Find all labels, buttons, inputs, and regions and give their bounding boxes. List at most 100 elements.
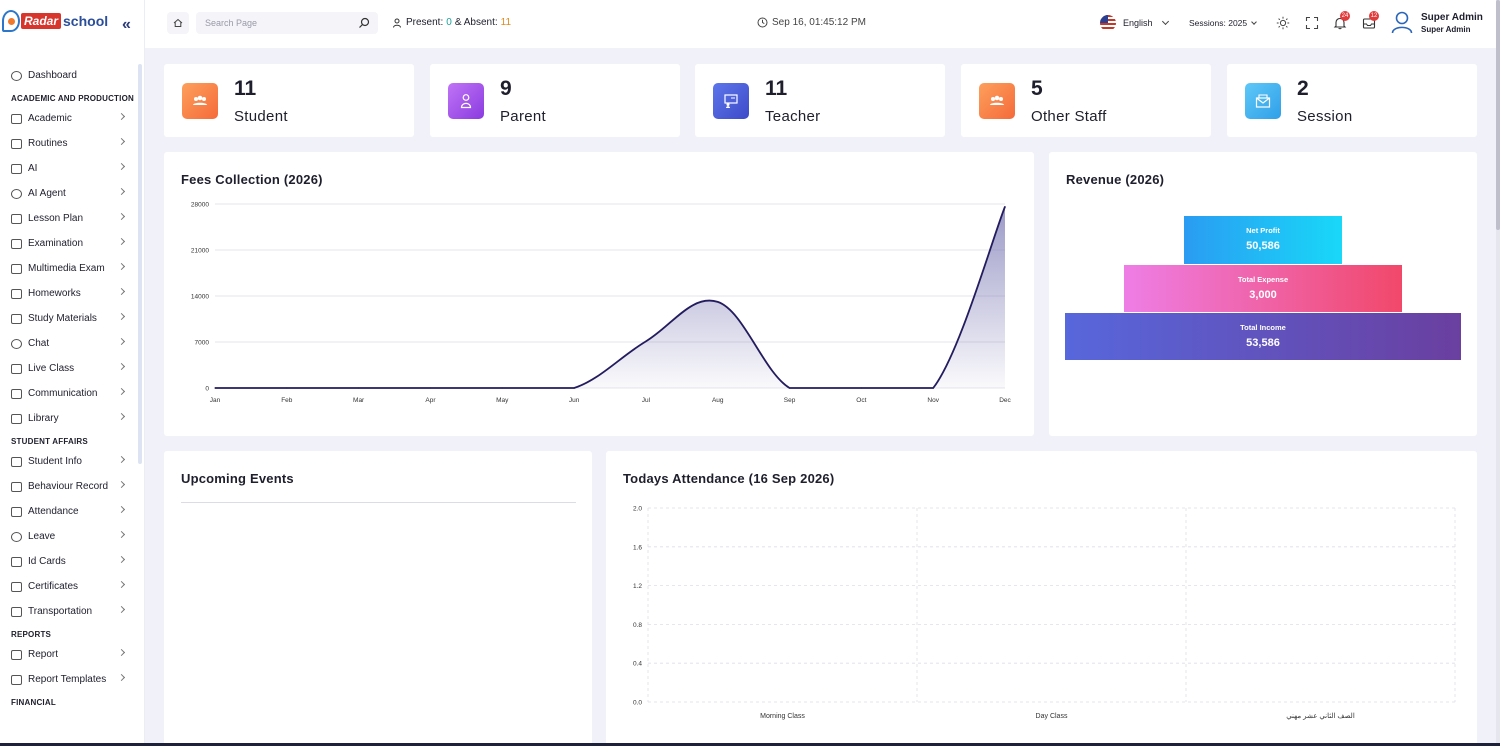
x-tick-label: Jun	[569, 397, 580, 404]
fullscreen-icon[interactable]	[1305, 16, 1319, 30]
fees-area-fill	[215, 206, 1005, 388]
x-tick-label: Morning Class	[760, 713, 805, 720]
sidebar-item-lesson-plan[interactable]: Lesson Plan	[0, 206, 138, 231]
home-button[interactable]	[167, 12, 189, 34]
logo-mark-icon	[2, 10, 20, 32]
session-selector[interactable]: Sessions: 2025	[1189, 18, 1257, 28]
sidebar-section-heading: STUDENT AFFAIRS	[11, 437, 88, 446]
fees-data-point[interactable]	[860, 387, 862, 389]
fees-data-point[interactable]	[788, 387, 791, 389]
sidebar-item-label: Lesson Plan	[28, 213, 84, 224]
sidebar-item-certificates[interactable]: Certificates	[0, 574, 138, 599]
sidebar-item-chat[interactable]: Chat	[0, 331, 138, 356]
stat-card-parent[interactable]: 9 Parent	[430, 64, 680, 137]
fees-data-point[interactable]	[286, 387, 288, 389]
user-avatar-icon[interactable]	[1391, 10, 1413, 34]
fees-data-point[interactable]	[358, 387, 360, 389]
sidebar-item-leave[interactable]: Leave	[0, 524, 138, 549]
page-scrollbar[interactable]	[1496, 0, 1500, 746]
chevron-down-icon	[1251, 18, 1257, 25]
total-expense-block[interactable]: Total Expense 3,000	[1124, 265, 1402, 312]
sidebar-item-label: Study Materials	[28, 313, 97, 324]
fees-data-point[interactable]	[932, 387, 934, 389]
sidebar-item-student-info[interactable]: Student Info	[0, 449, 138, 474]
sidebar-item-label: Chat	[28, 338, 50, 349]
y-tick-label: 7000	[195, 340, 210, 347]
sidebar-item-dashboard[interactable]: Dashboard	[0, 63, 138, 88]
stat-label: Teacher	[765, 108, 821, 125]
stat-card-session[interactable]: 2 Session	[1227, 64, 1477, 137]
revenue-title: Revenue (2026)	[1066, 172, 1165, 187]
x-tick-label: Sep	[784, 397, 796, 404]
sidebar-item-study-materials[interactable]: Study Materials	[0, 306, 138, 331]
y-tick-label: 1.2	[633, 583, 642, 590]
stat-value: 2	[1297, 77, 1309, 100]
language-label: English	[1123, 18, 1153, 28]
sidebar-item-id-cards[interactable]: Id Cards	[0, 549, 138, 574]
y-tick-label: 28000	[191, 202, 209, 209]
fees-data-point[interactable]	[214, 387, 216, 389]
sidebar-item-live-class[interactable]: Live Class	[0, 356, 138, 381]
total-income-block[interactable]: Total Income 53,586	[1065, 313, 1461, 360]
stat-card-other-staff[interactable]: 5 Other Staff	[961, 64, 1211, 137]
brand-logo[interactable]: Radar school	[2, 10, 108, 32]
theme-sun-icon[interactable]	[1276, 16, 1290, 30]
sidebar-item-label: Id Cards	[28, 556, 66, 567]
live-class-icon	[11, 363, 22, 374]
present-count: 0	[446, 17, 452, 28]
fees-data-point[interactable]	[1004, 206, 1006, 208]
revenue-panel: Revenue (2026) Net Profit 50,586 Total E…	[1049, 152, 1477, 436]
current-datetime: Sep 16, 01:45:12 PM	[757, 17, 866, 28]
sidebar-item-label: Homeworks	[28, 288, 81, 299]
x-tick-label: May	[496, 397, 509, 404]
sidebar-item-label: Dashboard	[28, 70, 77, 81]
y-tick-label: 0.8	[633, 622, 642, 629]
sidebar-item-attendance[interactable]: Attendance	[0, 499, 138, 524]
sidebar-item-multimedia-exam[interactable]: Multimedia Exam	[0, 256, 138, 281]
stat-card-student[interactable]: 11 Student	[164, 64, 414, 137]
sidebar-item-label: Communication	[28, 388, 98, 399]
upcoming-events-panel: Upcoming Events	[164, 451, 592, 746]
fees-data-point[interactable]	[645, 340, 647, 342]
sidebar-item-behaviour-record[interactable]: Behaviour Record	[0, 474, 138, 499]
sidebar-item-communication[interactable]: Communication	[0, 381, 138, 406]
sidebar-item-homeworks[interactable]: Homeworks	[0, 281, 138, 306]
sidebar-item-examination[interactable]: Examination	[0, 231, 138, 256]
brand-name-part1: Radar	[21, 13, 62, 29]
sidebar-item-report-templates[interactable]: Report Templates	[0, 667, 138, 692]
x-tick-label: Oct	[856, 397, 866, 404]
sidebar-item-label: Transportation	[28, 606, 93, 617]
bottom-bar	[0, 743, 1500, 746]
sidebar-scrollbar[interactable]	[138, 64, 142, 464]
chevron-right-icon	[117, 262, 126, 271]
net-profit-block[interactable]: Net Profit 50,586	[1184, 216, 1342, 264]
y-tick-label: 1.6	[633, 544, 642, 551]
sidebar-item-transportation[interactable]: Transportation	[0, 599, 138, 624]
sidebar-section-heading: FINANCIAL	[11, 698, 56, 707]
language-selector[interactable]: English	[1100, 15, 1169, 31]
sidebar-item-ai[interactable]: AI	[0, 156, 138, 181]
stat-card-teacher[interactable]: 11 Teacher	[695, 64, 945, 137]
fees-data-point[interactable]	[717, 301, 719, 303]
sidebar-item-ai-agent[interactable]: AI Agent	[0, 181, 138, 206]
fees-data-point[interactable]	[429, 387, 432, 389]
sidebar-item-label: Multimedia Exam	[28, 263, 105, 274]
search-input[interactable]	[196, 12, 346, 34]
sidebar-item-library[interactable]: Library	[0, 406, 138, 431]
routines-icon	[11, 138, 22, 149]
stat-value: 5	[1031, 77, 1043, 100]
sidebar-item-label: Report Templates	[28, 674, 107, 685]
sidebar-item-academic[interactable]: Academic	[0, 106, 138, 131]
sidebar-item-label: Examination	[28, 238, 84, 249]
academic-icon	[11, 113, 22, 124]
fees-collection-panel: Fees Collection (2026) 0 7000 14000 21000 28…	[164, 152, 1034, 436]
sidebar-item-report[interactable]: Report	[0, 642, 138, 667]
fees-data-point[interactable]	[573, 387, 575, 389]
fees-data-point[interactable]	[501, 387, 503, 389]
students-group-icon	[182, 83, 218, 119]
sidebar-collapse-icon[interactable]: «	[122, 16, 131, 33]
user-name[interactable]: Super Admin	[1421, 12, 1483, 23]
fees-series-line[interactable]	[215, 206, 1006, 389]
search-icon[interactable]	[358, 17, 370, 29]
sidebar-item-routines[interactable]: Routines	[0, 131, 138, 156]
